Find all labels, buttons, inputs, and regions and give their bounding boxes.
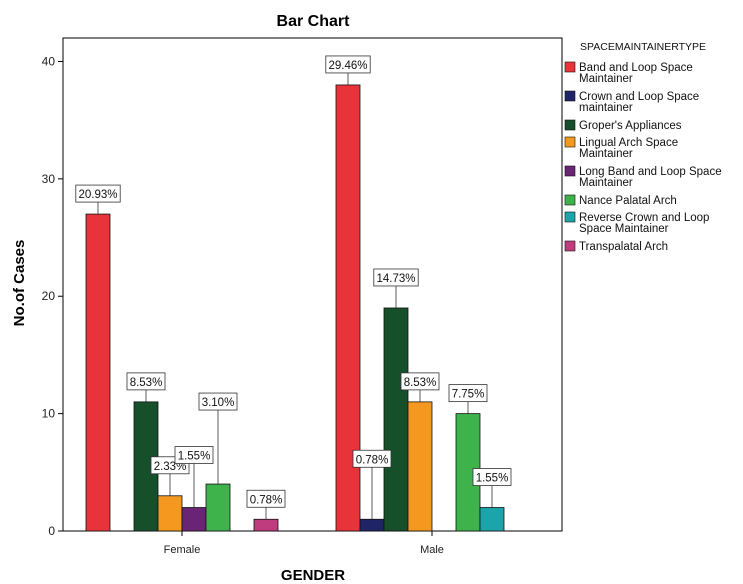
legend-swatch	[564, 61, 576, 73]
legend-title: SPACEMAINTAINERTYPE	[580, 41, 706, 53]
legend-swatch	[564, 211, 576, 223]
legend-label: Space Maintainer	[579, 223, 669, 235]
data-label: 14.73%	[376, 273, 415, 285]
data-label-box	[246, 489, 286, 508]
data-label: 1.55%	[178, 451, 211, 463]
bar	[359, 518, 385, 532]
legend-label: Long Band and Loop Space	[579, 166, 722, 178]
y-tick-label: 0	[48, 524, 55, 538]
bar	[253, 518, 279, 532]
plot-area: 01020304020.93%29.46%0.78%8.53%14.73%2.3…	[42, 37, 563, 556]
bar	[479, 507, 505, 532]
data-label: 29.46%	[328, 60, 367, 72]
bar	[181, 507, 207, 532]
data-label-box	[352, 449, 392, 468]
bar	[157, 495, 183, 532]
data-label: 1.55%	[476, 473, 509, 485]
bar	[85, 213, 111, 532]
y-tick-label: 40	[42, 54, 56, 68]
legend-label: Maintainer	[579, 148, 633, 160]
x-tick-label: Male	[420, 544, 444, 556]
legend-label: Maintainer	[579, 177, 633, 189]
data-label-box	[126, 372, 166, 391]
data-label-box	[75, 184, 121, 203]
legend-label: Nance Palatal Arch	[579, 195, 677, 207]
legend-label: Maintainer	[579, 73, 633, 85]
data-label: 3.10%	[202, 397, 235, 409]
y-tick-label: 20	[42, 289, 56, 303]
data-label: 8.53%	[404, 377, 437, 389]
data-label-box	[373, 268, 419, 287]
bar	[383, 307, 409, 532]
legend-swatch	[564, 136, 576, 148]
x-axis-title: GENDER	[281, 567, 345, 584]
data-label-box	[448, 384, 488, 403]
legend-label: Band and Loop Space	[579, 62, 693, 74]
legend-swatch	[564, 165, 576, 177]
legend-label: Reverse Crown and Loop	[579, 212, 709, 224]
legend-label: Transpalatal Arch	[579, 241, 668, 253]
y-tick-label: 10	[42, 407, 56, 421]
legend-label: Groper's Appliances	[579, 120, 682, 132]
legend-swatch	[564, 240, 576, 252]
data-label: 20.93%	[78, 189, 117, 201]
data-label: 7.75%	[452, 389, 485, 401]
legend-swatch	[564, 194, 576, 206]
legend-swatch	[564, 90, 576, 102]
data-label-box	[400, 372, 440, 391]
bar	[205, 483, 231, 532]
data-label: 8.53%	[130, 377, 163, 389]
chart-title: Bar Chart	[277, 13, 351, 30]
legend-label: Lingual Arch Space	[579, 137, 678, 149]
legend-swatch	[564, 119, 576, 131]
y-axis-title: No.of Cases	[11, 240, 28, 327]
legend-label: Crown and Loop Space	[579, 91, 699, 103]
data-label-box	[174, 446, 214, 464]
legend-label: maintainer	[579, 102, 633, 114]
data-label: 0.78%	[250, 494, 283, 506]
data-label-box	[325, 55, 371, 74]
data-label-box	[198, 392, 238, 411]
y-tick-label: 30	[42, 172, 56, 186]
data-label: 0.78%	[356, 454, 389, 466]
x-tick-label: Female	[164, 544, 201, 556]
bar	[407, 401, 433, 532]
plot-frame	[62, 37, 563, 532]
data-label-box	[472, 468, 512, 486]
